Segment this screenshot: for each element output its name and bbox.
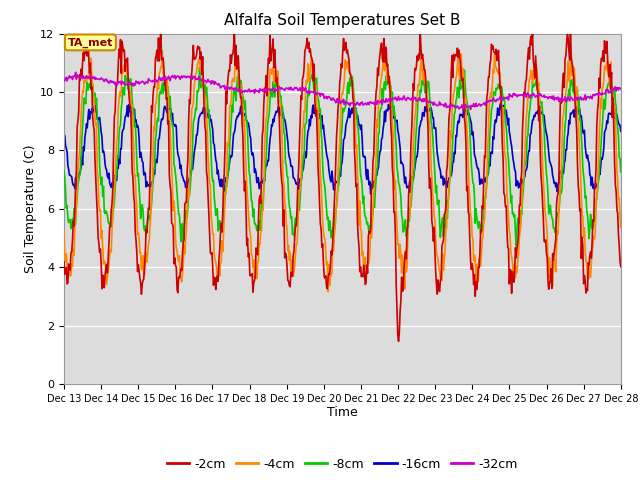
-4cm <box>412 109 419 115</box>
-8cm <box>617 169 625 175</box>
-8cm <box>214 228 222 234</box>
-8cm <box>196 65 204 71</box>
-4cm <box>617 225 625 230</box>
-16cm <box>127 111 135 117</box>
-2cm <box>412 68 419 73</box>
-16cm <box>411 165 419 171</box>
-2cm <box>184 156 192 162</box>
-8cm <box>428 120 435 126</box>
X-axis label: Time: Time <box>327 407 358 420</box>
-16cm <box>70 182 78 188</box>
-4cm <box>214 269 222 275</box>
-2cm <box>617 264 625 270</box>
Line: -4cm: -4cm <box>64 51 621 292</box>
-2cm <box>127 127 135 133</box>
-2cm <box>395 338 403 344</box>
-32cm <box>411 96 419 101</box>
-2cm <box>230 25 238 31</box>
-32cm <box>617 86 625 92</box>
Line: -2cm: -2cm <box>64 28 621 341</box>
-32cm <box>428 100 435 106</box>
-2cm <box>60 259 68 264</box>
-32cm <box>60 78 68 84</box>
Legend: -2cm, -4cm, -8cm, -16cm, -32cm: -2cm, -4cm, -8cm, -16cm, -32cm <box>162 453 523 476</box>
-32cm <box>70 74 78 80</box>
-32cm <box>72 70 79 75</box>
Line: -8cm: -8cm <box>64 68 621 246</box>
-8cm <box>70 205 78 211</box>
-2cm <box>428 218 436 224</box>
-4cm <box>60 228 68 234</box>
-4cm <box>185 195 193 201</box>
-4cm <box>159 48 166 54</box>
-16cm <box>184 180 192 185</box>
Y-axis label: Soil Temperature (C): Soil Temperature (C) <box>24 144 37 273</box>
-4cm <box>324 289 332 295</box>
Text: TA_met: TA_met <box>68 37 113 48</box>
-4cm <box>70 252 78 258</box>
-16cm <box>60 132 68 137</box>
-16cm <box>497 100 504 106</box>
Title: Alfalfa Soil Temperatures Set B: Alfalfa Soil Temperatures Set B <box>224 13 461 28</box>
Line: -16cm: -16cm <box>64 103 621 194</box>
-16cm <box>367 191 374 197</box>
-32cm <box>128 83 136 89</box>
-8cm <box>60 168 68 174</box>
-16cm <box>428 105 435 111</box>
-8cm <box>411 157 419 163</box>
-8cm <box>184 204 192 210</box>
-4cm <box>428 174 436 180</box>
-2cm <box>70 223 78 229</box>
-32cm <box>185 74 193 80</box>
Line: -32cm: -32cm <box>64 72 621 109</box>
-32cm <box>467 107 474 112</box>
-32cm <box>214 82 222 88</box>
-16cm <box>214 171 221 177</box>
-4cm <box>127 105 135 111</box>
-8cm <box>513 243 520 249</box>
-2cm <box>214 273 221 279</box>
-8cm <box>127 81 135 87</box>
-16cm <box>617 128 625 134</box>
